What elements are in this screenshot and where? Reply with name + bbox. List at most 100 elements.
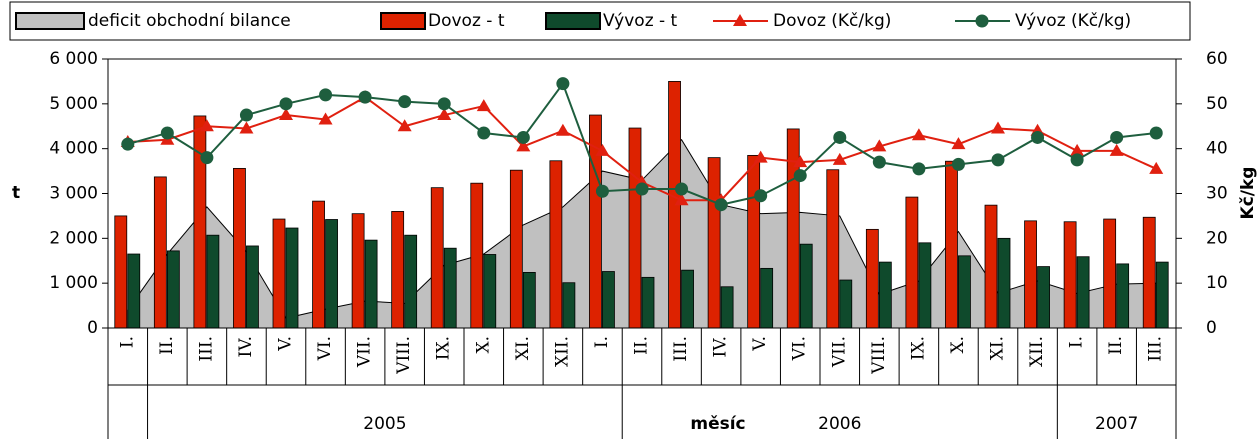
y-tick-label: 2 000 [49, 228, 98, 248]
marker [1070, 153, 1084, 167]
marker [951, 137, 966, 150]
bar [905, 196, 919, 329]
bar [707, 157, 721, 329]
marker [516, 139, 531, 152]
year-label: 2005 [363, 414, 406, 434]
x-tick-label: IV. [711, 336, 731, 357]
x-axis-title: měsíc [690, 414, 745, 434]
y-axis-title: t [12, 183, 20, 203]
bar [1155, 261, 1169, 329]
marker [951, 157, 965, 171]
legend-label: Vývoz - t [603, 11, 678, 31]
legend-marker [975, 14, 989, 28]
marker [1149, 161, 1164, 174]
bar [602, 271, 615, 329]
bar [799, 243, 813, 329]
bar [285, 227, 299, 329]
bar [865, 228, 879, 329]
legend-label: deficit obchodní bilance [88, 11, 291, 31]
bar [391, 211, 405, 329]
bar [628, 127, 642, 329]
x-tick-label: II. [157, 336, 177, 355]
x-tick-label: VIII. [869, 336, 889, 375]
marker [1149, 126, 1163, 140]
x-tick-label: VII. [355, 336, 375, 368]
marker [911, 128, 926, 141]
year-label: 2007 [1095, 414, 1138, 434]
bar [351, 213, 365, 329]
legend-label: Dovoz - t [428, 11, 505, 31]
bar [681, 269, 694, 329]
x-tick-label: I. [592, 336, 612, 348]
marker [556, 77, 570, 91]
marker [476, 99, 491, 112]
x-tick-label: VI. [790, 336, 810, 361]
x-tick-label: XI. [988, 336, 1008, 360]
bar [246, 245, 259, 329]
marker [160, 126, 174, 140]
marker [437, 108, 452, 121]
bar [1116, 263, 1130, 329]
bar [430, 187, 444, 329]
bar [404, 234, 418, 329]
x-tick-label: X. [948, 336, 968, 354]
bar [312, 200, 325, 329]
marker [279, 108, 293, 121]
bar [522, 272, 536, 329]
x-tick-label: V. [276, 336, 296, 352]
bar [641, 276, 655, 329]
bar [958, 255, 971, 329]
marker [1070, 143, 1085, 156]
y-tick-label: 1 000 [49, 273, 98, 293]
x-tick-label: IV. [236, 336, 256, 357]
y2-tick-label: 20 [1206, 228, 1228, 248]
bar [839, 279, 853, 329]
y-tick-label: 4 000 [49, 139, 98, 159]
marker [793, 155, 808, 168]
bar [786, 128, 800, 329]
bar [443, 247, 457, 329]
marker [912, 162, 926, 176]
year-label: 2006 [818, 414, 861, 434]
y-tick-label: 5 000 [49, 94, 98, 114]
marker [200, 151, 214, 165]
legend-swatch [15, 12, 85, 30]
bar [1024, 220, 1037, 329]
marker [595, 143, 610, 156]
marker [991, 121, 1005, 134]
marker [714, 198, 728, 212]
bar [193, 115, 207, 329]
bar [483, 254, 497, 329]
marker [516, 130, 530, 144]
marker [991, 153, 1005, 167]
y2-tick-label: 10 [1206, 273, 1228, 293]
marker [753, 150, 768, 163]
legend-swatch [545, 12, 601, 30]
marker [872, 155, 886, 169]
x-tick-label: I. [1067, 336, 1087, 348]
bar [984, 204, 998, 329]
marker [1109, 143, 1124, 156]
bar [945, 160, 958, 329]
x-tick-label: XII. [1027, 336, 1047, 367]
bar [1063, 221, 1077, 329]
bar [1076, 256, 1090, 329]
bar [206, 234, 220, 329]
marker [872, 139, 887, 152]
marker [239, 108, 253, 122]
bar [470, 182, 484, 329]
marker [199, 119, 214, 132]
marker [832, 152, 847, 165]
marker [793, 169, 807, 183]
x-tick-label: III. [196, 336, 216, 362]
y2-tick-label: 0 [1206, 318, 1217, 338]
marker [674, 193, 689, 206]
x-tick-label: VI. [315, 336, 335, 361]
bar [878, 261, 892, 329]
marker [398, 95, 412, 109]
bar [1103, 218, 1117, 329]
legend-label: Vývoz (Kč/kg) [1015, 11, 1131, 31]
bar [549, 160, 563, 329]
x-tick-label: XI. [513, 336, 533, 360]
